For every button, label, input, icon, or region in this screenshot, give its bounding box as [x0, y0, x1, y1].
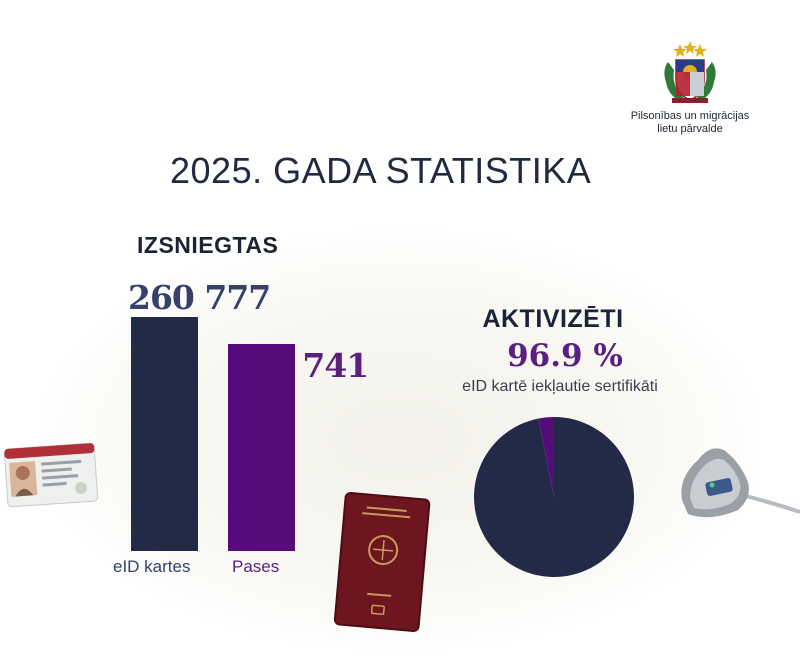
bar-category-label-pases: Pases: [232, 557, 280, 576]
card-reader-image: [681, 448, 800, 518]
pie-chart: [474, 417, 634, 577]
agency-name-line2: lietu pārvalde: [657, 123, 723, 135]
eid-card-image: [3, 442, 99, 508]
passport-image: [333, 492, 431, 632]
bar-chart-title: IZSNIEGTAS: [137, 232, 279, 258]
pie-chart-title: AKTIVIZĒTI: [482, 305, 624, 333]
page-title: 2025. GADA STATISTIKA: [170, 150, 592, 191]
agency-logo: Pilsonības un migrācijas lietu pārvalde: [620, 40, 760, 136]
bar-category-label-eid: eID kartes: [113, 557, 191, 576]
coat-of-arms-icon: [664, 41, 716, 103]
bar-pases: [228, 343, 295, 551]
pie-subtitle: eID kartē iekļautie sertifikāti: [462, 378, 658, 395]
pie-slice-1: [538, 417, 554, 497]
pie-value-label: 96.9 %: [507, 338, 623, 374]
bar-value-label-eid: 260 777: [128, 278, 271, 317]
bar-eid-kartes: [131, 317, 198, 551]
agency-name-line1: Pilsonības un migrācijas: [630, 110, 750, 122]
